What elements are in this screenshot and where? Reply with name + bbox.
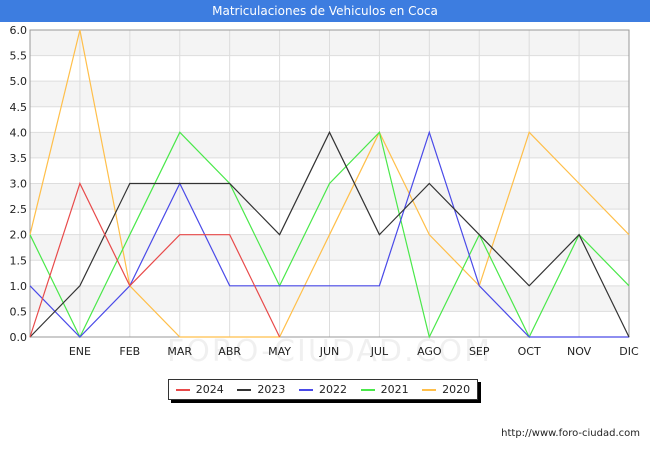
y-tick-label: 4.0 <box>10 126 28 139</box>
x-tick-label: DIC <box>619 345 639 358</box>
legend-item-2021: 2021 <box>360 383 409 396</box>
legend-swatch <box>237 388 252 391</box>
legend-swatch <box>360 388 375 391</box>
legend-swatch <box>175 388 190 391</box>
legend-label: 2024 <box>195 383 224 396</box>
y-tick-label: 0.5 <box>10 305 28 318</box>
legend-label: 2020 <box>442 383 471 396</box>
legend-item-2024: 2024 <box>175 383 224 396</box>
legend-label: 2023 <box>257 383 286 396</box>
y-tick-label: 5.5 <box>10 50 28 63</box>
x-tick-label: MAY <box>268 345 291 358</box>
legend-item-2023: 2023 <box>237 383 285 396</box>
legend-swatch <box>298 388 313 391</box>
x-tick-label: OCT <box>518 345 541 358</box>
y-tick-label: 6.0 <box>10 24 28 37</box>
y-tick-label: 2.0 <box>10 229 28 242</box>
y-tick-label: 3.0 <box>10 178 28 191</box>
legend-label: 2021 <box>380 383 409 396</box>
y-tick-label: 2.5 <box>10 203 28 216</box>
y-tick-label: 1.5 <box>10 254 28 267</box>
chart-legend: 2024 2023 2022 2021 2020 <box>168 379 478 400</box>
source-credit: http://www.foro-ciudad.com <box>501 428 640 439</box>
y-tick-label: 5.0 <box>10 75 28 88</box>
series-line-2023 <box>29 130 630 338</box>
y-tick-label: 4.5 <box>10 101 28 114</box>
x-tick-label: ABR <box>218 345 241 358</box>
y-tick-label: 1.0 <box>10 280 28 293</box>
plot-frame <box>29 29 630 338</box>
legend-label: 2022 <box>318 383 347 396</box>
x-tick-label: ENE <box>69 345 91 358</box>
legend-item-2020: 2020 <box>422 383 470 396</box>
y-tick-label: 0.0 <box>10 331 28 344</box>
x-tick-label: MAR <box>167 345 192 358</box>
x-tick-label: NOV <box>567 345 592 358</box>
y-tick-label: 3.5 <box>10 152 28 165</box>
legend-item-2022: 2022 <box>298 383 347 396</box>
x-tick-label: SEP <box>469 345 490 358</box>
watermark: FORO-CIUDAD.COM <box>167 334 492 369</box>
x-tick-label: FEB <box>119 345 140 358</box>
legend-swatch <box>422 388 437 391</box>
chart-title: Matriculaciones de Vehiculos en Coca <box>0 0 650 22</box>
x-tick-label: JUL <box>370 345 389 358</box>
series-line-2024 <box>29 181 281 338</box>
x-tick-label: JUN <box>319 345 340 358</box>
x-tick-label: AGO <box>417 345 442 358</box>
